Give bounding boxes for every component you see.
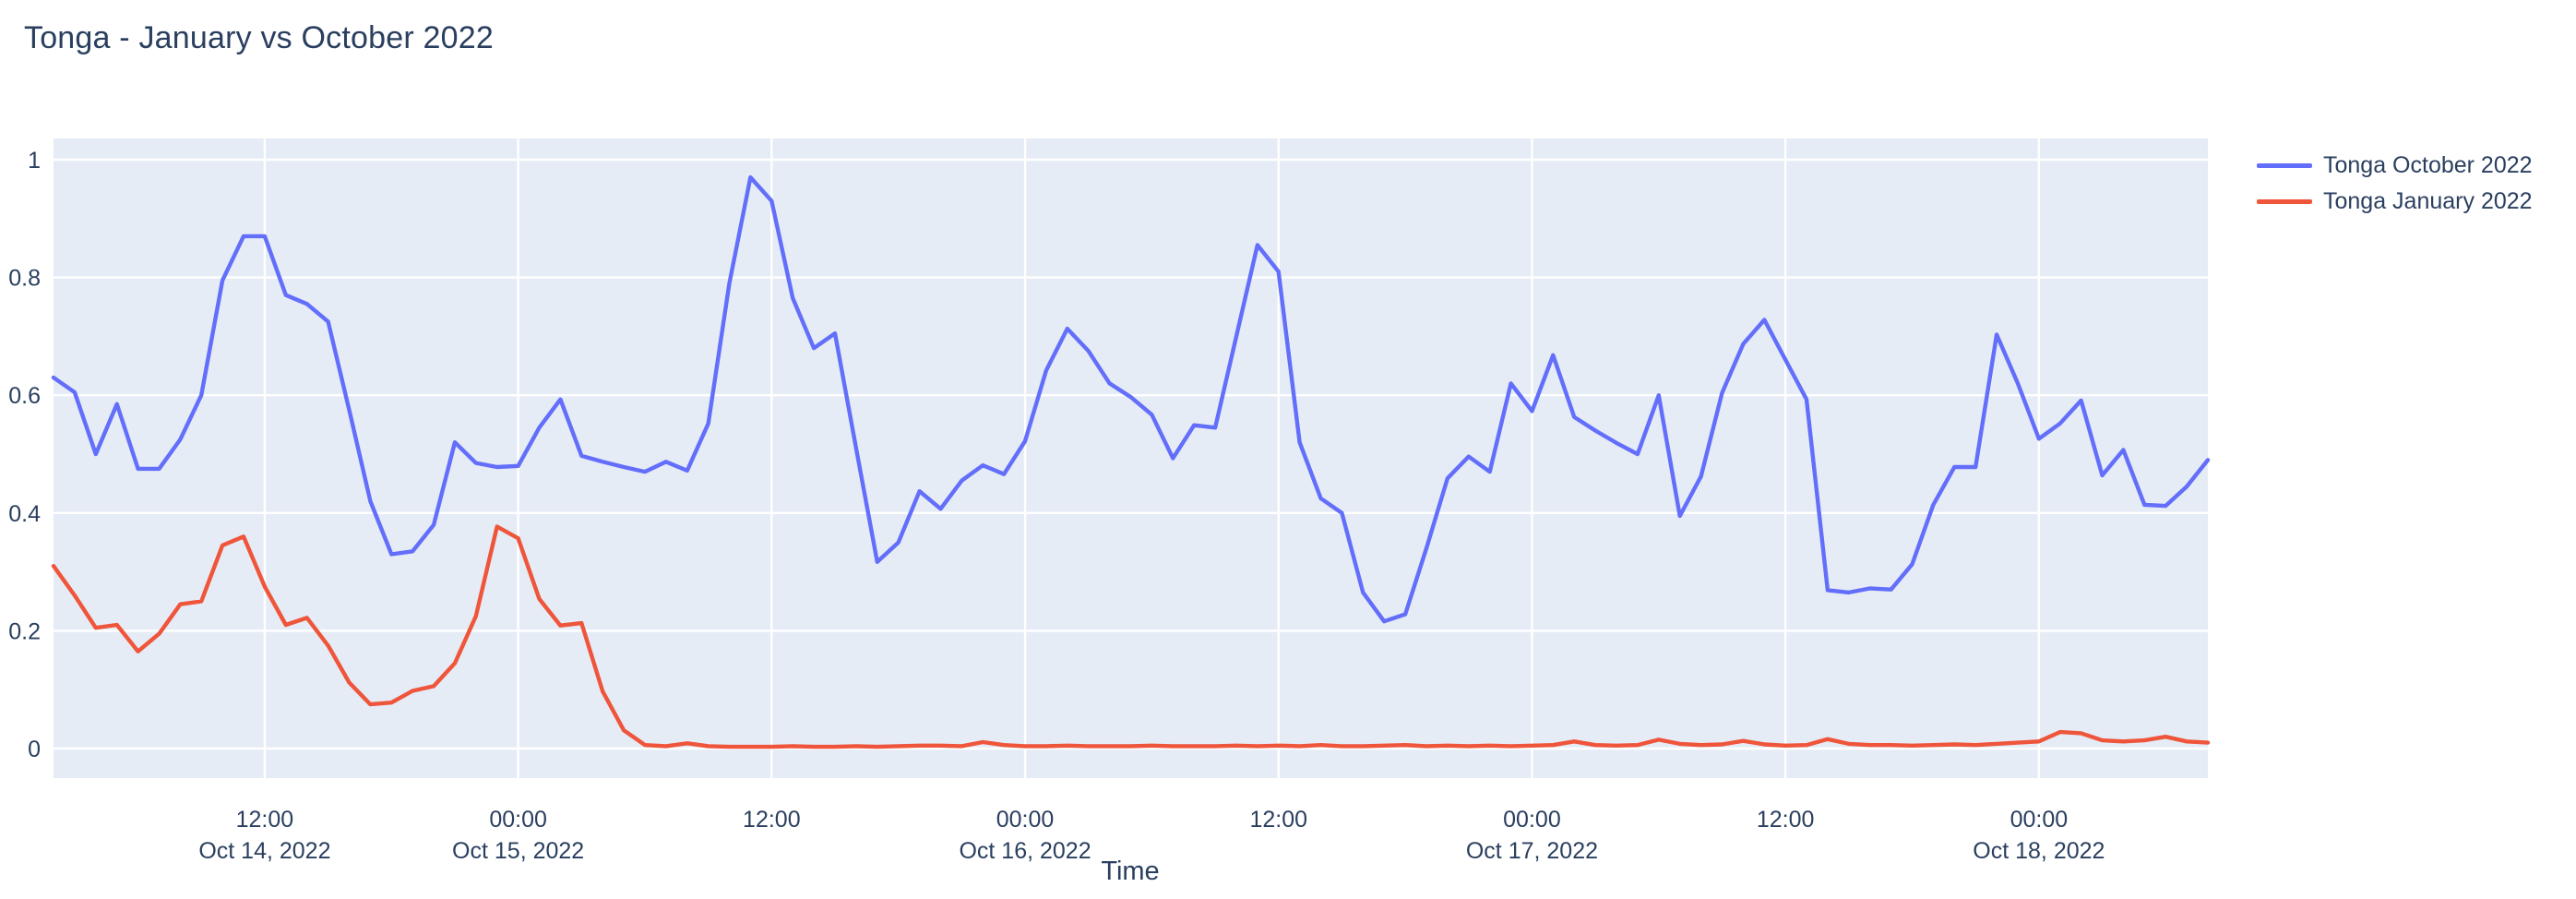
- series-line-tonga-october-2022[interactable]: [51, 174, 2211, 624]
- x-axis-tick-labels: 12:00 Oct 14, 2022 00:00 Oct 15, 2022 12:00 0…: [198, 807, 2105, 864]
- y-tick-label-0: 0: [28, 737, 41, 762]
- y-gridlines: [54, 158, 2208, 750]
- legend-line-swatch-icon: [2257, 162, 2312, 168]
- x-tick-label-time: 00:00: [1503, 807, 1561, 833]
- x-tick-label-date: Oct 14, 2022: [198, 838, 330, 864]
- y-axis-tick-labels: 0 0.2 0.4 0.6 0.8 1: [8, 148, 41, 762]
- x-tick-label-time: 00:00: [489, 807, 547, 833]
- x-tick-label-date: Oct 18, 2022: [1973, 838, 2105, 864]
- x-tick-label-time: 12:00: [743, 807, 801, 833]
- series-line-tonga-january-2022[interactable]: [51, 524, 2211, 749]
- legend-item-label: Tonga October 2022: [2323, 151, 2533, 178]
- x-tick-label-time: 12:00: [236, 807, 294, 833]
- x-tick-label-date: Oct 16, 2022: [959, 838, 1091, 864]
- legend-line-swatch-icon: [2257, 198, 2312, 204]
- x-tick-label-time: 00:00: [2010, 807, 2069, 833]
- x-gridlines: [263, 138, 2041, 778]
- x-tick-label-time: 12:00: [1757, 807, 1815, 833]
- legend-item-tonga-october-2022[interactable]: Tonga October 2022: [2257, 150, 2533, 180]
- y-tick-label-0.6: 0.6: [8, 383, 41, 409]
- x-tick-label-time: 12:00: [1249, 807, 1307, 833]
- series-lines: [51, 174, 2211, 749]
- y-tick-label-1: 1: [28, 148, 41, 174]
- x-tick-label-date: Oct 15, 2022: [452, 838, 584, 864]
- y-tick-label-0.8: 0.8: [8, 266, 41, 292]
- chart-title: Tonga - January vs October 2022: [24, 20, 494, 55]
- legend-item-tonga-january-2022[interactable]: Tonga January 2022: [2257, 186, 2533, 216]
- y-tick-label-0.4: 0.4: [8, 501, 41, 527]
- x-axis-title: Time: [1101, 857, 1159, 886]
- y-tick-label-0.2: 0.2: [8, 618, 41, 644]
- plot-area[interactable]: [54, 138, 2208, 778]
- x-tick-label-date: Oct 17, 2022: [1466, 838, 1598, 864]
- legend: Tonga October 2022 Tonga January 2022: [2257, 150, 2533, 216]
- x-tick-label-time: 00:00: [996, 807, 1055, 833]
- legend-item-label: Tonga January 2022: [2323, 187, 2533, 214]
